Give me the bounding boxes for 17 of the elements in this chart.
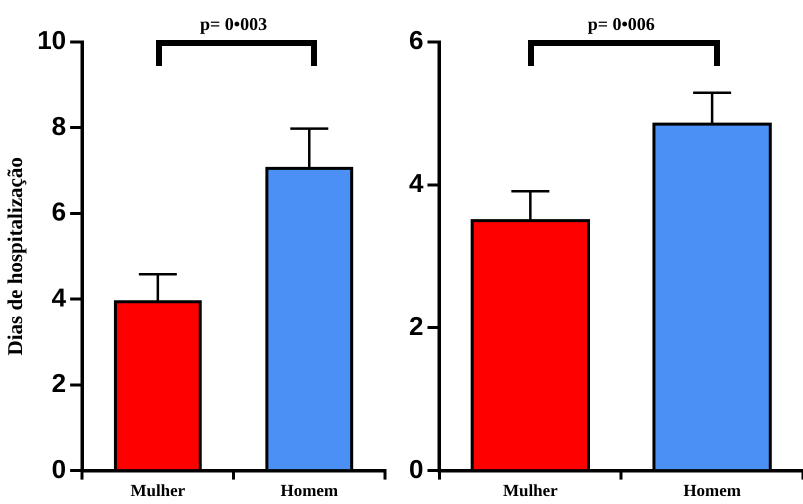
text: p= 0•006 [586, 14, 656, 35]
y-tick-label: 2 [408, 310, 424, 341]
x-tick-label: Homem [280, 481, 338, 500]
y-axis-title: Dias de hospitalização [3, 157, 28, 356]
y-tick-label: 6 [408, 25, 424, 56]
y-tick-label: 0 [408, 454, 424, 484]
y-tick-label: 2 [52, 368, 66, 398]
y-tick-label: 6 [52, 196, 66, 227]
y-tick-label: 4 [52, 282, 67, 312]
x-tick-label: Mulher [130, 481, 186, 500]
y-tick-label: 4 [408, 168, 424, 198]
y-tick-label: 10 [37, 25, 66, 56]
text: p= 0•003 [199, 14, 268, 35]
x-tick-label: Mulher [502, 481, 558, 500]
y-tick-label: 0 [52, 454, 66, 484]
y-tick-label: 8 [52, 110, 66, 141]
x-tick-label: Homem [683, 481, 741, 500]
